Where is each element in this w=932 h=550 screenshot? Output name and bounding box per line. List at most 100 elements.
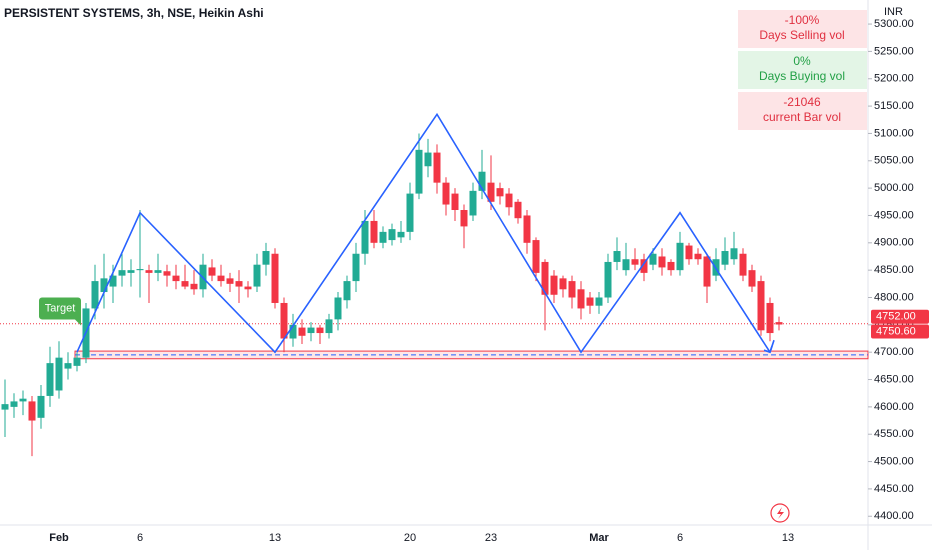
- price-label-box: [871, 309, 929, 324]
- replay-icon[interactable]: [770, 503, 790, 523]
- candle-body: [613, 251, 621, 262]
- candle-body: [559, 278, 567, 290]
- candle-body: [703, 256, 711, 287]
- candle-body: [334, 297, 342, 320]
- info-label: Days Buying vol: [759, 69, 845, 83]
- info-panel: [738, 51, 867, 89]
- y-tick-label: 5000.00: [874, 182, 914, 194]
- candle-body: [343, 281, 351, 301]
- candle-body: [244, 286, 252, 290]
- info-value: 0%: [793, 54, 811, 68]
- candle-body: [298, 327, 306, 336]
- candle-body: [280, 302, 288, 339]
- candle-body: [739, 253, 747, 276]
- candle-body: [766, 302, 774, 334]
- candle-body: [136, 269, 144, 271]
- y-tick-label: 4550.00: [874, 428, 914, 440]
- candle-body: [397, 231, 405, 238]
- candle-body: [370, 220, 378, 243]
- candle-body: [568, 281, 576, 298]
- candle-body: [100, 278, 108, 293]
- candle-body: [685, 245, 693, 260]
- candle-body: [532, 240, 540, 273]
- x-tick-label: Mar: [589, 532, 609, 544]
- candle-body: [46, 363, 54, 396]
- target-badge: [39, 297, 81, 320]
- x-tick-label: 6: [677, 532, 683, 544]
- candle-body: [37, 395, 45, 418]
- candle-body: [631, 259, 639, 265]
- y-tick-label: 4900.00: [874, 237, 914, 249]
- candle-body: [289, 324, 297, 339]
- price-label: 4752.00: [876, 311, 916, 323]
- candle-body: [757, 281, 765, 331]
- candle-body: [676, 242, 684, 271]
- candle-body: [550, 275, 558, 295]
- candle-body: [505, 193, 513, 208]
- y-tick-label: 5300.00: [874, 18, 914, 30]
- candle-body: [253, 264, 261, 287]
- candle-body: [406, 193, 414, 232]
- candle-body: [307, 327, 315, 334]
- candle-body: [118, 270, 126, 276]
- candle-body: [172, 275, 180, 282]
- y-tick-label: 4800.00: [874, 291, 914, 303]
- pattern-line: [76, 112, 771, 354]
- x-tick-label: 23: [485, 532, 497, 544]
- candle-body: [469, 190, 477, 216]
- candle-body: [496, 188, 504, 197]
- target-pointer: [75, 316, 81, 326]
- candle-body: [109, 275, 117, 287]
- candle-body: [325, 319, 333, 334]
- price-label: 4750.60: [876, 325, 916, 337]
- candle-body: [208, 267, 216, 276]
- candle-body: [478, 171, 486, 191]
- y-tick-label: 4850.00: [874, 264, 914, 276]
- target-label: Target: [45, 302, 76, 314]
- x-tick-label: 13: [269, 532, 281, 544]
- candle-body: [433, 152, 441, 183]
- candle-body: [523, 215, 531, 243]
- candle-body: [91, 281, 99, 309]
- candle-body: [640, 259, 648, 273]
- candle-body: [748, 270, 756, 287]
- candle-body: [415, 149, 423, 194]
- info-value: -21046: [783, 95, 821, 109]
- candle-body: [181, 281, 189, 287]
- candle-body: [55, 357, 63, 391]
- candle-body: [694, 253, 702, 260]
- candle-body: [145, 270, 153, 273]
- candle-body: [460, 210, 468, 227]
- candle-body: [775, 322, 783, 325]
- y-tick-label: 5050.00: [874, 155, 914, 167]
- y-tick-label: 4650.00: [874, 373, 914, 385]
- candle-body: [730, 248, 738, 260]
- y-tick-label: 5100.00: [874, 127, 914, 139]
- info-label: Days Selling vol: [759, 28, 844, 42]
- candle-body: [10, 401, 18, 407]
- candle-body: [73, 357, 81, 366]
- candle-body: [442, 182, 450, 205]
- candle-body: [316, 327, 324, 334]
- candle-body: [388, 229, 396, 241]
- x-tick-label: 6: [137, 532, 143, 544]
- info-label: current Bar vol: [763, 110, 841, 124]
- candle-body: [487, 182, 495, 202]
- candle-body: [154, 270, 162, 273]
- candle-body: [190, 283, 198, 290]
- candle-body: [127, 270, 135, 273]
- icon-bolt[interactable]: [777, 507, 784, 519]
- candle-body: [622, 259, 630, 271]
- candle-body: [424, 152, 432, 167]
- y-tick-label: 4600.00: [874, 401, 914, 413]
- candle-body: [604, 261, 612, 298]
- info-panel: [738, 92, 867, 130]
- info-value: -100%: [785, 13, 820, 27]
- currency-label: INR: [884, 6, 903, 18]
- x-tick-label: Feb: [49, 532, 69, 544]
- candle-body: [19, 398, 27, 402]
- candle-body: [361, 220, 369, 254]
- chart-title: PERSISTENT SYSTEMS, 3h, NSE, Heikin Ashi: [4, 6, 264, 20]
- candle-body: [217, 275, 225, 282]
